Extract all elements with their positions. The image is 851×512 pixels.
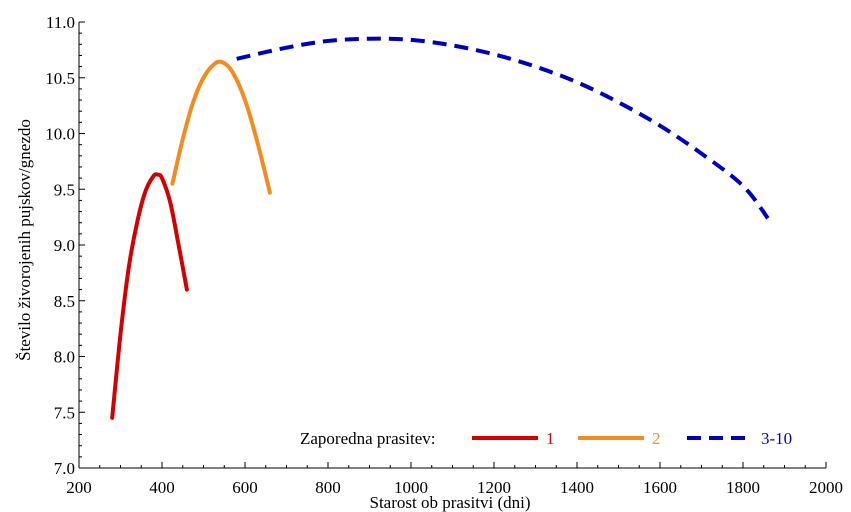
legend-label-1: 1 xyxy=(546,429,555,448)
x-tick-label: 1400 xyxy=(560,478,594,497)
y-axis-title: Število živorojenih pujskov/gnezdo xyxy=(15,119,34,361)
x-tick-label: 1600 xyxy=(643,478,677,497)
x-axis-title: Starost ob prasitvi (dni) xyxy=(369,493,530,512)
series-line-2 xyxy=(170,59,272,195)
y-tick-label: 7.5 xyxy=(54,403,75,422)
x-tick-label: 1000 xyxy=(394,478,428,497)
y-tick-label: 9.0 xyxy=(54,236,75,255)
plot-area xyxy=(110,36,770,420)
y-axis-ticks: 7.0 7.5 8.0 8.5 9.0 9.5 10.0 10.5 11.0 xyxy=(45,13,85,478)
legend-items: 1 2 3-10 xyxy=(472,429,792,448)
series-line-3-10 xyxy=(236,36,770,220)
y-tick-label: 10.5 xyxy=(45,69,75,88)
x-tick-label: 800 xyxy=(315,478,341,497)
legend-label-2: 2 xyxy=(652,429,661,448)
x-tick-label: 400 xyxy=(149,478,175,497)
series-line-1 xyxy=(110,172,189,420)
x-tick-label: 2000 xyxy=(809,478,843,497)
y-tick-label: 11.0 xyxy=(46,13,75,32)
x-axis-ticks: 200 400 600 800 1000 1200 1400 1600 1800 2000 xyxy=(66,462,843,497)
legend-title: Zaporedna prasitev: xyxy=(300,429,435,448)
x-tick-label: 1800 xyxy=(726,478,760,497)
axes: 200 400 600 800 1000 1200 1400 1600 1800 2000 7.0… xyxy=(45,13,843,497)
x-tick-label: 200 xyxy=(66,478,92,497)
y-tick-label: 7.0 xyxy=(54,459,75,478)
y-tick-label: 8.5 xyxy=(54,292,75,311)
legend-label-3-10: 3-10 xyxy=(761,429,792,448)
y-tick-label: 9.5 xyxy=(54,180,75,199)
legend: Zaporedna prasitev: 1 2 3-10 xyxy=(300,429,792,448)
x-tick-label: 600 xyxy=(232,478,258,497)
x-tick-label: 1200 xyxy=(477,478,511,497)
y-tick-label: 10.0 xyxy=(45,125,75,144)
y-tick-label: 8.0 xyxy=(54,348,75,367)
